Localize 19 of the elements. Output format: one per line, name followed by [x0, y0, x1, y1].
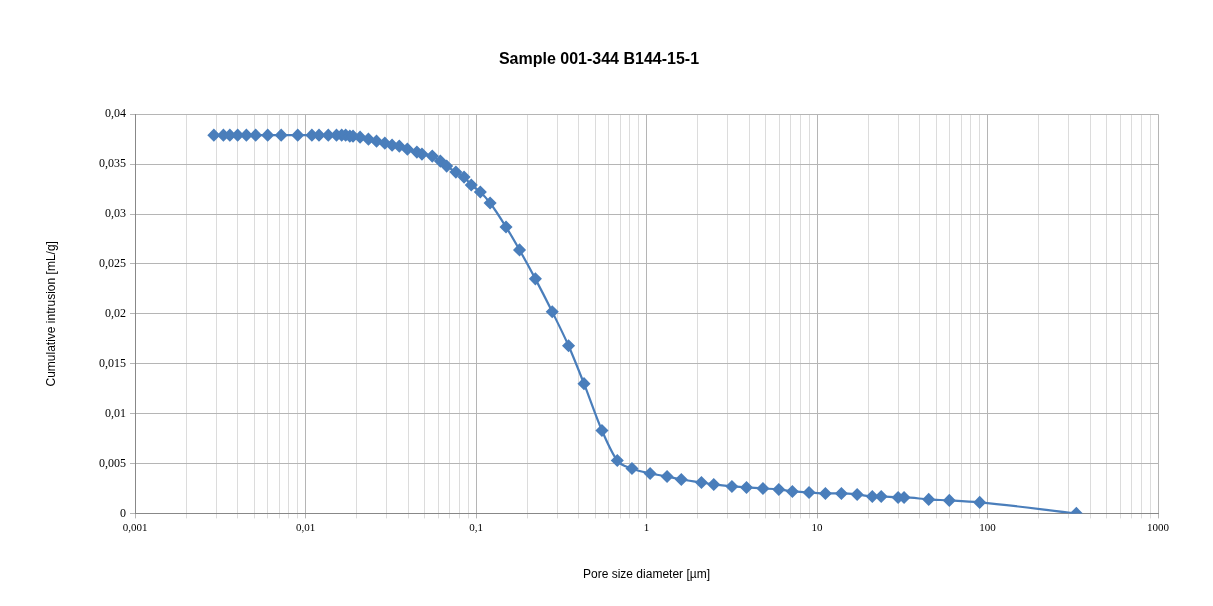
y-tick-label: 0,03 — [105, 206, 126, 221]
x-tick-label: 0,1 — [469, 520, 483, 533]
y-tick-label: 0,04 — [105, 106, 126, 121]
x-axis-title: Pore size diameter [µm] — [583, 567, 710, 582]
x-tick-label: 1000 — [1147, 520, 1170, 533]
y-tick-label: 0 — [120, 505, 126, 520]
y-tick-label: 0,015 — [99, 355, 126, 370]
x-tick-label: 100 — [979, 520, 997, 533]
y-axis-title: Cumulative intrusion [mL/g] — [43, 241, 58, 387]
x-tick-label: 10 — [811, 520, 823, 533]
x-tick-label: 0,01 — [295, 520, 316, 533]
y-tick-label: 0,025 — [99, 256, 126, 271]
x-tick-label: 1 — [643, 520, 650, 533]
y-tick-label: 0,035 — [99, 156, 126, 171]
y-tick-label: 0,02 — [105, 305, 126, 320]
chart-title: Sample 001-344 B144-15-1 — [498, 50, 700, 68]
y-tick-label: 0,005 — [99, 455, 126, 470]
y-tick-label: 0,01 — [105, 405, 126, 420]
x-tick-label: 0,001 — [122, 520, 148, 533]
